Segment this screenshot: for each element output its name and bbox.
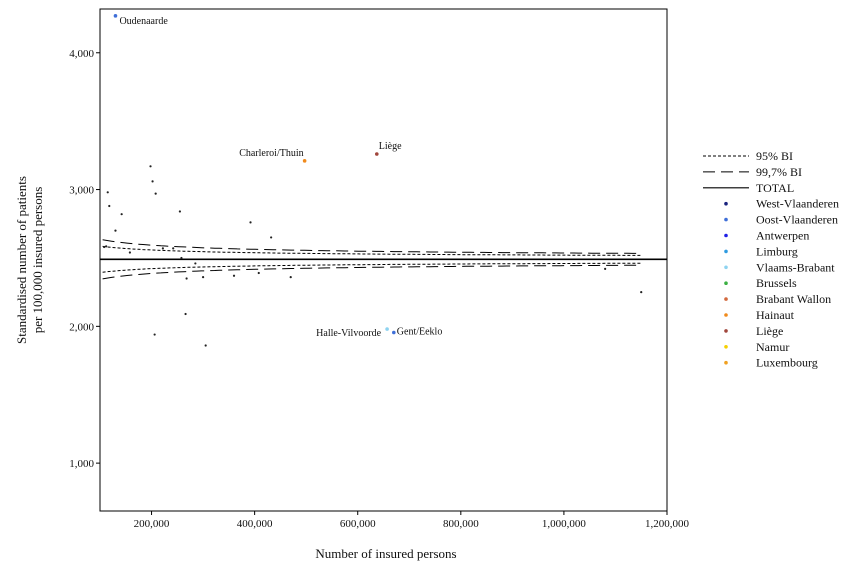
district-point bbox=[120, 213, 123, 216]
legend-label: West-Vlaanderen bbox=[756, 197, 839, 211]
legend-label: Luxembourg bbox=[756, 356, 818, 370]
district-point bbox=[105, 245, 108, 248]
legend-label: Brabant Wallon bbox=[756, 292, 831, 306]
x-tick-label: 800,000 bbox=[443, 518, 479, 530]
district-point bbox=[604, 267, 607, 270]
district-point bbox=[172, 247, 175, 250]
upper-ci95-line bbox=[102, 245, 642, 256]
x-tick-label: 600,000 bbox=[340, 518, 376, 530]
legend-dot-swatch bbox=[724, 281, 728, 286]
point-label: Oudenaarde bbox=[119, 16, 168, 27]
legend-label: 99,7% BI bbox=[756, 165, 802, 179]
y-axis-title: Standardised number of patients per 100,… bbox=[14, 176, 45, 344]
legend-label: TOTAL bbox=[756, 181, 794, 195]
highlighted-point bbox=[302, 159, 307, 163]
point-annotations: Oudenaarde Charleroi/Thuin Liège Halle-Vilv… bbox=[119, 16, 442, 339]
legend-label: Namur bbox=[756, 340, 789, 354]
x-axis: 200,000 400,000 600,000 800,000 1,000,000 1,2… bbox=[134, 511, 690, 530]
district-point bbox=[289, 275, 292, 279]
district-point bbox=[178, 210, 181, 213]
district-point bbox=[114, 229, 117, 232]
x-tick-label: 1,000,000 bbox=[542, 518, 587, 530]
lower-ci997-line bbox=[102, 264, 642, 280]
point-label: Charleroi/Thuin bbox=[239, 148, 303, 159]
y-axis: 1,000 2,000 3,000 4,000 bbox=[69, 48, 100, 470]
legend-dot-swatch bbox=[724, 329, 728, 333]
district-point bbox=[161, 247, 164, 250]
highlighted-point bbox=[392, 330, 396, 335]
district-point bbox=[257, 271, 260, 275]
y-axis-title-line-1: Standardised number of patients bbox=[14, 176, 29, 344]
y-axis-title-line-2: per 100,000 insured persons bbox=[30, 187, 45, 334]
district-point bbox=[151, 180, 154, 183]
legend-dot-swatch bbox=[724, 265, 728, 270]
district-point bbox=[232, 274, 236, 277]
y-tick-label: 1,000 bbox=[69, 458, 94, 470]
district-point bbox=[154, 192, 157, 195]
district-point bbox=[201, 275, 205, 279]
highlighted-point bbox=[385, 327, 389, 331]
district-point bbox=[185, 277, 188, 280]
district-point bbox=[640, 291, 643, 294]
district-point bbox=[194, 262, 197, 265]
district-point bbox=[270, 236, 273, 239]
district-point bbox=[180, 256, 183, 260]
upper-ci997-line bbox=[102, 239, 642, 254]
legend-dot-swatch bbox=[724, 345, 728, 349]
y-tick-label: 2,000 bbox=[69, 321, 94, 333]
legend-label: Hainaut bbox=[756, 308, 795, 322]
highlighted-point bbox=[113, 14, 118, 18]
funnel-limits bbox=[102, 239, 642, 280]
district-point bbox=[128, 251, 131, 254]
legend-dot-swatch bbox=[724, 233, 728, 238]
legend-dot-swatch bbox=[724, 313, 728, 317]
data-points bbox=[103, 14, 643, 347]
legend-label: Limburg bbox=[756, 244, 798, 258]
legend-dot-swatch bbox=[724, 249, 728, 254]
point-label: Liège bbox=[379, 141, 402, 152]
legend-dot-swatch bbox=[724, 297, 728, 301]
legend-label: Vlaams-Brabant bbox=[756, 260, 835, 274]
legend-label: Brussels bbox=[756, 276, 797, 290]
legend: 95% BI 99,7% BI TOTAL West-Vlaanderen Oost-V… bbox=[703, 149, 839, 370]
legend-label: 95% BI bbox=[756, 149, 793, 163]
legend-dot-swatch bbox=[724, 201, 728, 206]
district-point bbox=[108, 204, 111, 208]
legend-label: Antwerpen bbox=[756, 229, 809, 243]
legend-dot-swatch bbox=[724, 217, 728, 222]
y-tick-label: 4,000 bbox=[69, 48, 94, 60]
highlighted-point bbox=[374, 152, 379, 156]
y-tick-label: 3,000 bbox=[69, 185, 94, 197]
district-point bbox=[249, 221, 252, 224]
legend-dot-swatch bbox=[724, 360, 728, 365]
x-tick-label: 1,200,000 bbox=[645, 518, 690, 530]
point-label: Halle-Vilvoorde bbox=[316, 328, 381, 339]
x-tick-label: 400,000 bbox=[237, 518, 273, 530]
point-label: Gent/Eeklo bbox=[397, 326, 443, 337]
x-tick-label: 200,000 bbox=[134, 518, 170, 530]
lower-ci95-line bbox=[102, 262, 642, 273]
legend-label: Oost-Vlaanderen bbox=[756, 213, 838, 227]
district-point bbox=[106, 191, 109, 194]
district-point bbox=[103, 245, 106, 249]
district-point bbox=[204, 344, 207, 347]
district-point bbox=[184, 312, 187, 316]
district-point bbox=[153, 333, 156, 336]
district-point bbox=[149, 165, 152, 168]
x-axis-title: Number of insured persons bbox=[315, 546, 456, 561]
legend-label: Liège bbox=[756, 324, 783, 338]
